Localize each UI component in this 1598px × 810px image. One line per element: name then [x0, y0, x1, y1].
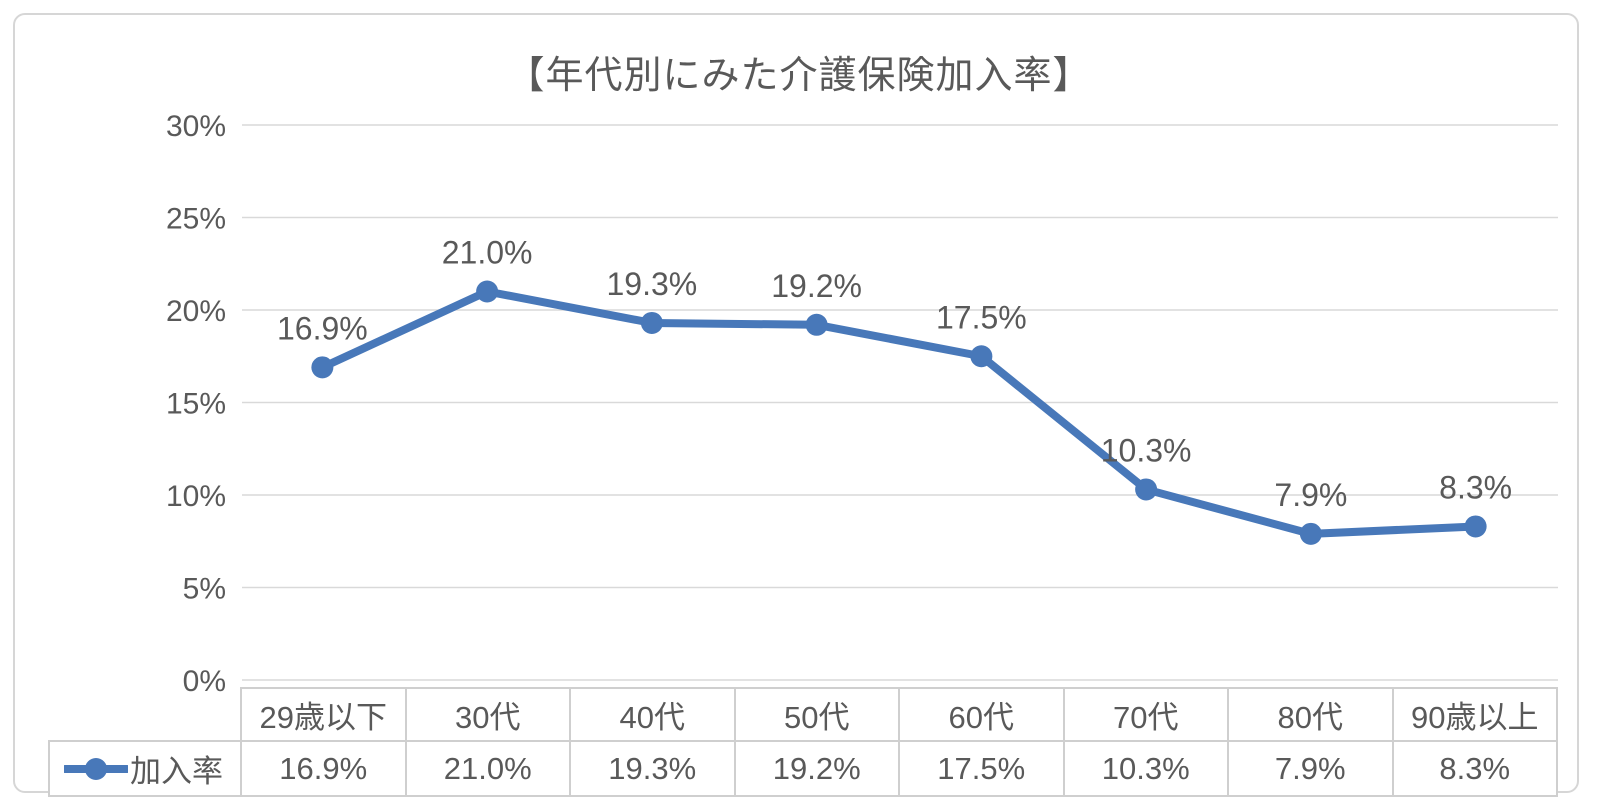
data-label: 16.9%: [277, 310, 368, 346]
value-cell: 7.9%: [1227, 740, 1392, 797]
y-axis-tick-label: 20%: [166, 295, 226, 328]
data-labels-layer: 16.9% 21.0% 19.3% 19.2% 17.5% 10.3% 7.9% 8.3%: [277, 235, 1512, 513]
chart-title: 【年代別にみた介護保険加入率】: [506, 55, 1092, 97]
category-header-cell: 40代: [569, 687, 734, 740]
value-cell: 10.3%: [1062, 740, 1227, 797]
y-axis-tick-label: 10%: [166, 480, 226, 513]
data-point-marker: [805, 313, 828, 336]
value-cell: 8.3%: [1391, 740, 1558, 797]
data-label: 21.0%: [442, 235, 533, 271]
data-point-marker: [970, 345, 993, 368]
category-header-cell: 29歳以下: [240, 687, 405, 740]
data-point-marker: [640, 311, 663, 334]
series-layer: [311, 280, 1487, 545]
category-header-cell: 50代: [733, 687, 898, 740]
series-name-label: 加入率: [130, 754, 223, 789]
gridlines: [242, 124, 1558, 681]
y-axis-tick-label: 0%: [183, 665, 226, 698]
value-cell: 19.2%: [733, 740, 898, 797]
category-header-cell: 60代: [898, 687, 1063, 740]
series-line: [318, 287, 1480, 538]
data-point-marker: [1299, 522, 1322, 545]
category-header-cell: 80代: [1227, 687, 1392, 740]
table-header-row: 29歳以下 30代 40代 50代 60代 70代 80代 90歳以上: [240, 687, 1558, 740]
value-cell: 21.0%: [404, 740, 569, 797]
category-header-cell: 30代: [404, 687, 569, 740]
data-label: 19.2%: [771, 268, 862, 304]
y-axis-tick-label: 30%: [166, 110, 226, 143]
data-point-marker: [311, 356, 334, 379]
data-label: 19.3%: [607, 266, 698, 302]
data-label: 7.9%: [1274, 477, 1347, 513]
value-cell: 17.5%: [898, 740, 1063, 797]
y-axis-tick-label: 5%: [183, 573, 226, 606]
data-point-marker: [476, 280, 499, 303]
legend-key-cell: 加入率: [48, 740, 242, 797]
data-label: 8.3%: [1439, 469, 1512, 505]
value-cell: 19.3%: [569, 740, 734, 797]
category-header-cell: 70代: [1062, 687, 1227, 740]
value-cell: 16.9%: [240, 740, 405, 797]
data-point-marker: [1135, 478, 1158, 501]
data-label: 10.3%: [1101, 432, 1192, 468]
y-axis-tick-label: 25%: [166, 203, 226, 236]
y-axis-tick-label: 15%: [166, 388, 226, 421]
category-header-cell: 90歳以上: [1391, 687, 1558, 740]
data-label: 17.5%: [936, 299, 1027, 335]
y-axis: 0% 5% 10% 15% 20% 25% 30%: [166, 110, 226, 698]
line-marker-legend-icon: [64, 757, 128, 780]
data-point-marker: [1464, 515, 1487, 538]
table-value-row: 16.9% 21.0% 19.3% 19.2% 17.5% 10.3% 7.9% 8.3%: [240, 740, 1558, 797]
